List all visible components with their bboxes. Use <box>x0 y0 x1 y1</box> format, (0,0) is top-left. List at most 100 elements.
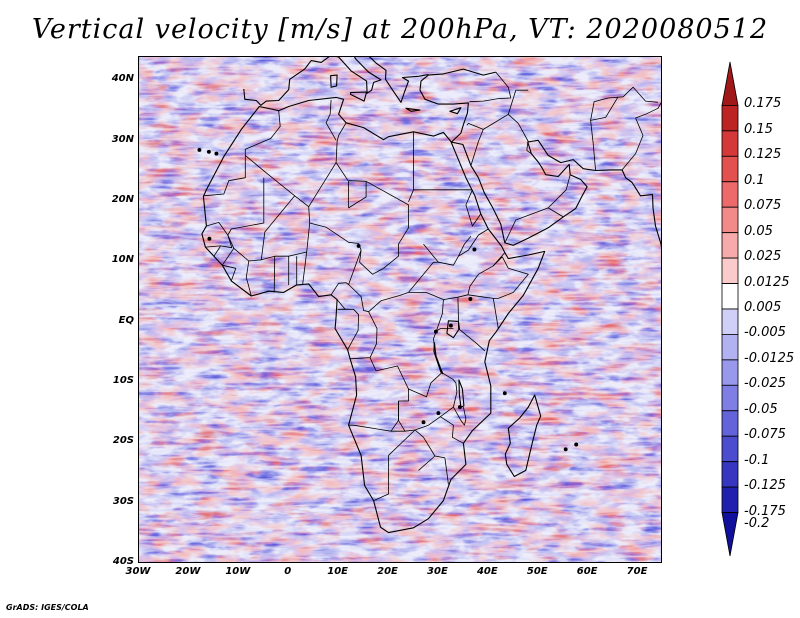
border-line <box>526 142 532 154</box>
colorbar-swatch <box>721 486 739 513</box>
field-white-streaks <box>139 57 661 562</box>
colorbar-label: -0.05 <box>744 401 778 417</box>
colorbar-swatch <box>721 410 739 437</box>
lat-label: 30N <box>111 133 134 145</box>
border-line <box>309 222 362 251</box>
border-line <box>457 297 486 352</box>
border-line <box>423 236 472 266</box>
border-line <box>507 89 529 115</box>
colorbar-swatch <box>721 308 739 335</box>
lat-label: 40S <box>112 556 134 567</box>
colorbar-label: 0.005 <box>744 300 782 315</box>
lon-label: 30E <box>427 566 448 577</box>
colorbar-swatch <box>721 232 739 259</box>
small-island-or-lake <box>468 297 473 301</box>
small-island-or-lake <box>563 447 568 452</box>
border-line <box>203 195 205 197</box>
lon-label: 10E <box>327 566 348 577</box>
border-line <box>302 251 308 284</box>
sicily-coast <box>350 91 368 102</box>
madagascar-coast <box>504 394 542 478</box>
border-line <box>335 122 349 181</box>
border-line <box>440 416 464 444</box>
grads-credit: GrADS: IGES/COLA <box>6 603 89 612</box>
border-line <box>348 180 367 209</box>
colorbar-swatch <box>721 384 739 412</box>
border-line <box>350 311 378 360</box>
border-line <box>621 102 661 171</box>
colorbar-label: 0.125 <box>744 147 782 163</box>
border-line <box>547 207 564 218</box>
lon-label: 70E <box>626 566 648 577</box>
colorbar-swatch <box>721 435 739 463</box>
border-line <box>492 252 506 267</box>
lake-victoria <box>446 320 460 339</box>
colorbar-swatch <box>721 181 739 208</box>
cyprus-coast <box>449 107 462 115</box>
map-panel[interactable] <box>138 56 662 563</box>
lat-label: 10S <box>112 374 134 386</box>
map-title: Vertical velocity [m/s] at 200hPa, VT: 2… <box>31 14 769 45</box>
crete-coast <box>405 107 421 112</box>
colorbar-swatch <box>721 461 739 488</box>
colorbar-swatch <box>721 206 739 233</box>
lon-label: 20E <box>377 566 398 577</box>
border-line <box>348 249 444 313</box>
border-line <box>590 96 619 121</box>
colorbar-label: 0.1 <box>744 172 765 188</box>
lat-label: 30S <box>112 495 134 507</box>
border-line <box>222 264 237 282</box>
small-island-or-lake <box>472 247 477 252</box>
border-line <box>345 308 360 350</box>
border-line <box>221 248 235 266</box>
border-line <box>497 313 509 329</box>
border-line <box>470 113 529 166</box>
colorbar-swatch <box>721 359 739 386</box>
border-line <box>359 250 399 275</box>
colorbar-swatch <box>721 512 739 557</box>
small-island-or-lake <box>206 149 211 154</box>
colorbar-label: -0.125 <box>744 478 786 494</box>
africa-coast <box>201 96 546 534</box>
colorbar-label: -0.005 <box>744 325 786 341</box>
border-line <box>453 406 467 426</box>
colorbar-label: 0.075 <box>744 198 782 214</box>
colorbar <box>721 61 739 557</box>
border-line <box>273 256 276 293</box>
border-line <box>465 189 482 227</box>
border-line <box>444 457 449 485</box>
border-line <box>348 357 409 432</box>
colorbar-swatch <box>721 130 739 157</box>
small-island-or-lake <box>502 391 507 396</box>
small-island-or-lake <box>214 151 219 156</box>
colorbar-swatch <box>721 61 739 106</box>
colorbar-swatch <box>721 283 739 310</box>
colorbar-swatch <box>721 333 739 361</box>
colorbar-swatch <box>721 155 739 183</box>
small-island-or-lake <box>448 323 453 328</box>
europe-coast <box>243 57 429 106</box>
colorbar-swatch <box>721 257 739 284</box>
border-line <box>408 261 439 293</box>
lat-label: 20S <box>112 435 134 447</box>
border-line <box>213 246 221 257</box>
colorbar-label: -0.175 <box>744 503 786 519</box>
border-line <box>469 71 512 103</box>
border-line <box>245 155 311 224</box>
sardinia-coast <box>330 74 338 88</box>
lake-malawi <box>458 379 465 408</box>
coastlines <box>197 57 661 534</box>
border-line <box>205 221 233 249</box>
colorbar-label: 0.15 <box>744 121 773 137</box>
border-line <box>418 455 436 471</box>
colorbar-label: -0.1 <box>744 452 770 468</box>
colorbar-label: 0.05 <box>744 223 773 239</box>
country-borders <box>203 71 661 501</box>
border-line <box>308 162 337 207</box>
border-line <box>373 455 389 501</box>
border-line <box>458 228 489 257</box>
lon-label: 0 <box>284 566 292 577</box>
border-line <box>330 282 349 296</box>
small-island-or-lake <box>436 411 441 416</box>
border-line <box>436 328 454 332</box>
